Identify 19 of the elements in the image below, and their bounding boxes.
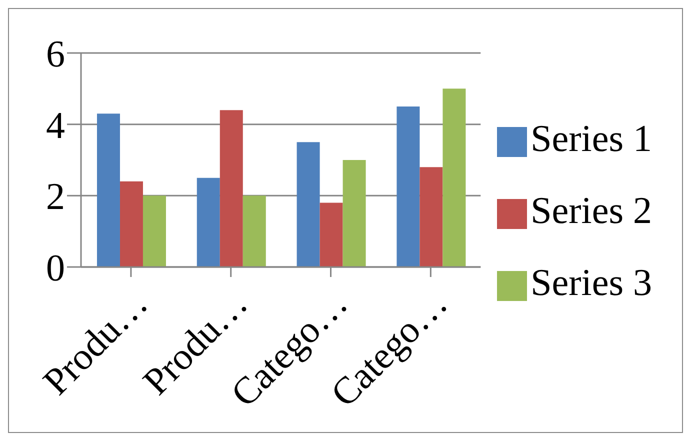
bar: [420, 167, 443, 267]
y-tick-label: 2: [46, 176, 65, 218]
bar: [296, 142, 320, 267]
legend-label: Series 2: [530, 190, 652, 232]
bar: [442, 88, 466, 267]
bar: [242, 196, 266, 267]
bar: [196, 178, 220, 267]
legend-label: Series 3: [530, 262, 652, 304]
bar: [342, 160, 366, 267]
bar: [220, 110, 243, 267]
bar: [142, 196, 166, 267]
y-tick-label: 0: [46, 247, 65, 290]
bar: [120, 181, 143, 267]
y-tick-label: 6: [46, 33, 65, 76]
bar: [320, 202, 343, 267]
y-tick-label: 4: [46, 104, 65, 147]
bar: [96, 114, 120, 267]
bar: [396, 106, 420, 267]
legend-label: Series 1: [530, 118, 652, 160]
